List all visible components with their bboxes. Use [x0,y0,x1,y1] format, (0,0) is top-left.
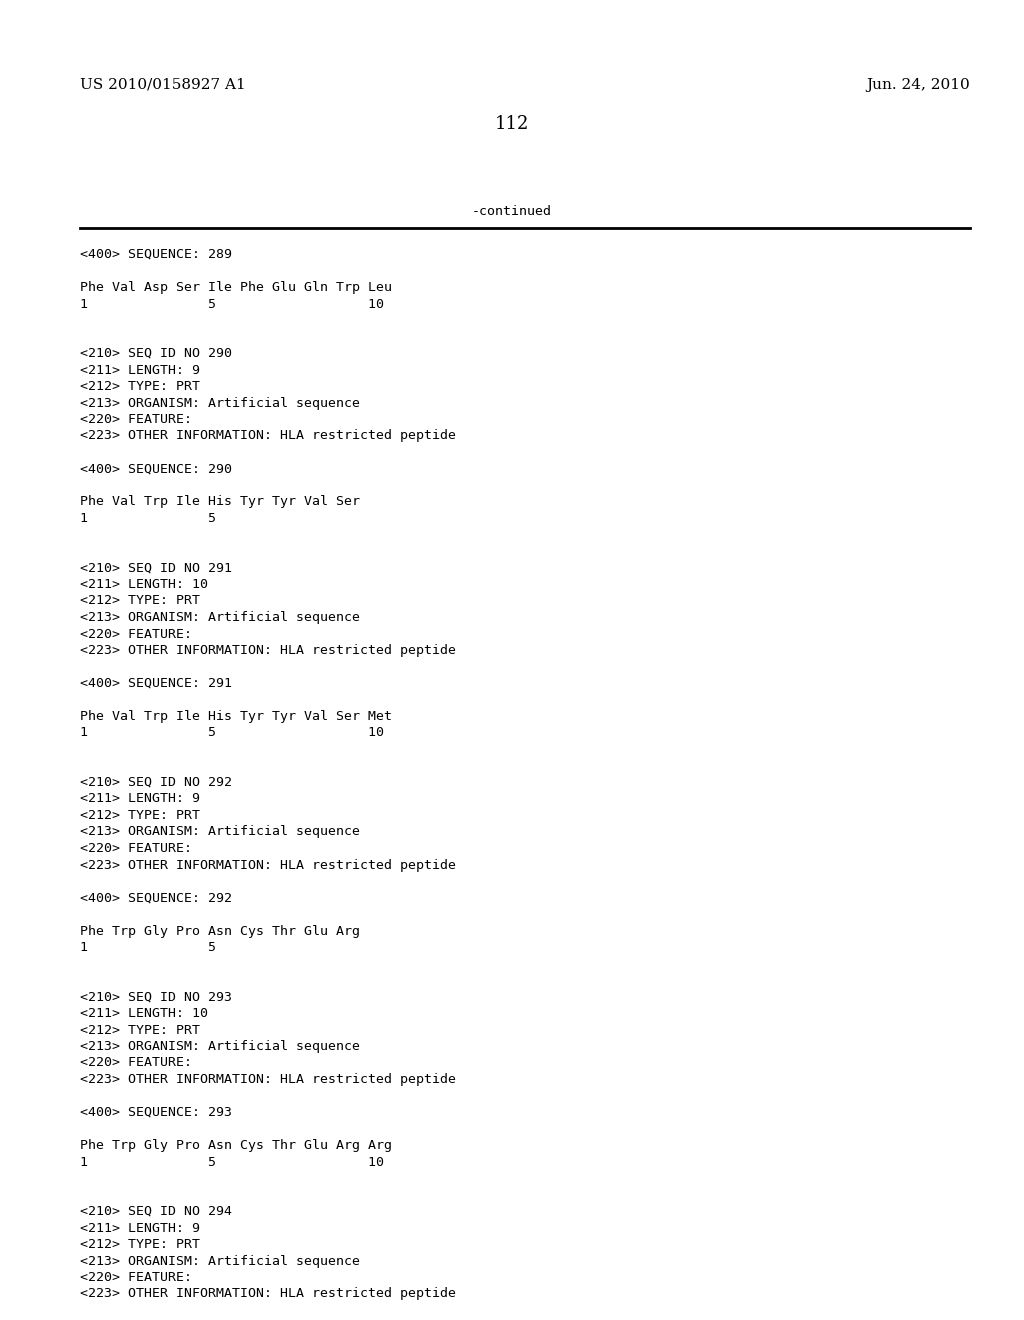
Text: <220> FEATURE:: <220> FEATURE: [80,413,193,426]
Text: <213> ORGANISM: Artificial sequence: <213> ORGANISM: Artificial sequence [80,1040,360,1053]
Text: <223> OTHER INFORMATION: HLA restricted peptide: <223> OTHER INFORMATION: HLA restricted … [80,429,456,442]
Text: <220> FEATURE:: <220> FEATURE: [80,842,193,855]
Text: <220> FEATURE:: <220> FEATURE: [80,1056,193,1069]
Text: Phe Trp Gly Pro Asn Cys Thr Glu Arg: Phe Trp Gly Pro Asn Cys Thr Glu Arg [80,924,360,937]
Text: <212> TYPE: PRT: <212> TYPE: PRT [80,1238,200,1251]
Text: <210> SEQ ID NO 291: <210> SEQ ID NO 291 [80,561,232,574]
Text: <211> LENGTH: 10: <211> LENGTH: 10 [80,578,208,591]
Text: US 2010/0158927 A1: US 2010/0158927 A1 [80,78,246,92]
Text: Phe Val Asp Ser Ile Phe Glu Gln Trp Leu: Phe Val Asp Ser Ile Phe Glu Gln Trp Leu [80,281,392,294]
Text: <212> TYPE: PRT: <212> TYPE: PRT [80,380,200,393]
Text: <400> SEQUENCE: 291: <400> SEQUENCE: 291 [80,677,232,690]
Text: <213> ORGANISM: Artificial sequence: <213> ORGANISM: Artificial sequence [80,611,360,624]
Text: <211> LENGTH: 9: <211> LENGTH: 9 [80,1221,200,1234]
Text: -continued: -continued [472,205,552,218]
Text: Phe Trp Gly Pro Asn Cys Thr Glu Arg Arg: Phe Trp Gly Pro Asn Cys Thr Glu Arg Arg [80,1139,392,1152]
Text: <213> ORGANISM: Artificial sequence: <213> ORGANISM: Artificial sequence [80,396,360,409]
Text: <223> OTHER INFORMATION: HLA restricted peptide: <223> OTHER INFORMATION: HLA restricted … [80,858,456,871]
Text: 1               5: 1 5 [80,941,216,954]
Text: <400> SEQUENCE: 290: <400> SEQUENCE: 290 [80,462,232,475]
Text: <213> ORGANISM: Artificial sequence: <213> ORGANISM: Artificial sequence [80,825,360,838]
Text: <223> OTHER INFORMATION: HLA restricted peptide: <223> OTHER INFORMATION: HLA restricted … [80,1287,456,1300]
Text: <220> FEATURE:: <220> FEATURE: [80,627,193,640]
Text: <210> SEQ ID NO 294: <210> SEQ ID NO 294 [80,1205,232,1218]
Text: <400> SEQUENCE: 292: <400> SEQUENCE: 292 [80,891,232,904]
Text: <212> TYPE: PRT: <212> TYPE: PRT [80,809,200,822]
Text: Phe Val Trp Ile His Tyr Tyr Val Ser Met: Phe Val Trp Ile His Tyr Tyr Val Ser Met [80,710,392,723]
Text: <210> SEQ ID NO 292: <210> SEQ ID NO 292 [80,776,232,789]
Text: Jun. 24, 2010: Jun. 24, 2010 [866,78,970,92]
Text: <212> TYPE: PRT: <212> TYPE: PRT [80,594,200,607]
Text: <212> TYPE: PRT: <212> TYPE: PRT [80,1023,200,1036]
Text: <400> SEQUENCE: 289: <400> SEQUENCE: 289 [80,248,232,261]
Text: Phe Val Trp Ile His Tyr Tyr Val Ser: Phe Val Trp Ile His Tyr Tyr Val Ser [80,495,360,508]
Text: <400> SEQUENCE: 293: <400> SEQUENCE: 293 [80,1106,232,1119]
Text: <210> SEQ ID NO 293: <210> SEQ ID NO 293 [80,990,232,1003]
Text: 1               5                   10: 1 5 10 [80,1155,384,1168]
Text: <210> SEQ ID NO 290: <210> SEQ ID NO 290 [80,347,232,360]
Text: 1               5: 1 5 [80,512,216,525]
Text: <220> FEATURE:: <220> FEATURE: [80,1271,193,1284]
Text: <211> LENGTH: 9: <211> LENGTH: 9 [80,363,200,376]
Text: <223> OTHER INFORMATION: HLA restricted peptide: <223> OTHER INFORMATION: HLA restricted … [80,1073,456,1086]
Text: 112: 112 [495,115,529,133]
Text: 1               5                   10: 1 5 10 [80,297,384,310]
Text: <213> ORGANISM: Artificial sequence: <213> ORGANISM: Artificial sequence [80,1254,360,1267]
Text: <211> LENGTH: 9: <211> LENGTH: 9 [80,792,200,805]
Text: <223> OTHER INFORMATION: HLA restricted peptide: <223> OTHER INFORMATION: HLA restricted … [80,644,456,657]
Text: 1               5                   10: 1 5 10 [80,726,384,739]
Text: <211> LENGTH: 10: <211> LENGTH: 10 [80,1007,208,1020]
